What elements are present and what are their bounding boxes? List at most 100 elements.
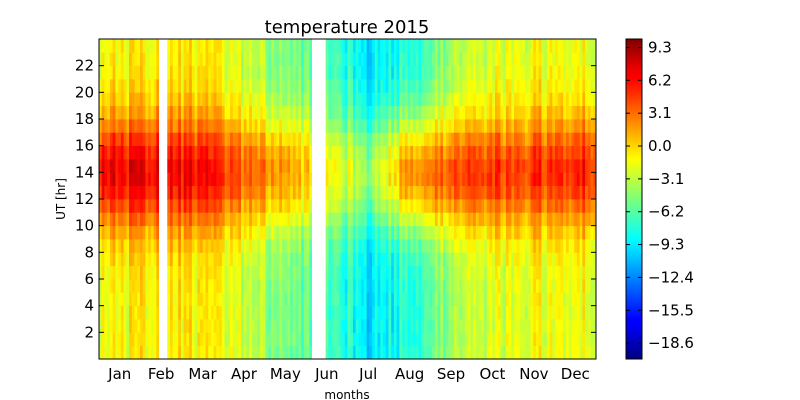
heatmap-cell [440,159,444,173]
heatmap-cell [429,79,433,93]
heatmap-cell [415,172,419,187]
heatmap-cell [544,65,548,80]
heatmap-cell [459,292,463,307]
heatmap-cell [560,199,564,213]
heatmap-cell [183,92,187,107]
heatmap-cell [104,332,108,347]
heatmap-cell [164,92,168,107]
heatmap-cell [448,92,452,107]
heatmap-cell [557,225,561,240]
heatmap-cell [399,39,403,53]
heatmap-cell [180,52,185,67]
heatmap-cell [527,265,531,280]
heatmap-cell [437,132,441,147]
heatmap-cell [232,65,236,80]
heatmap-cell [178,212,182,227]
heatmap-cell [358,92,362,107]
heatmap-cell [271,252,275,267]
heatmap-cell [415,52,419,67]
heatmap-cell [271,319,275,333]
heatmap-cell [467,332,471,347]
heatmap-cell [148,172,152,187]
heatmap-cell [579,172,583,187]
heatmap-cell [579,65,583,80]
heatmap-cell [423,132,428,147]
heatmap-cell [565,119,570,133]
heatmap-cell [131,119,135,133]
heatmap-cell [145,159,149,173]
heatmap-cell [535,305,540,320]
heatmap-cell [208,159,212,173]
heatmap-cell [290,292,294,307]
heatmap-cell [197,159,201,173]
heatmap-cell [344,52,348,67]
heatmap-cell [104,52,108,67]
heatmap-cell [342,185,346,200]
heatmap-cell [167,345,171,360]
heatmap-cell [363,92,368,107]
heatmap-cell [161,199,165,213]
heatmap-cell [292,279,297,293]
heatmap-cell [440,305,444,320]
heatmap-cell [331,79,335,93]
heatmap-cell [413,52,417,67]
heatmap-cell [197,212,201,227]
heatmap-cell [497,345,501,360]
heatmap-cell [150,265,155,280]
heatmap-cell [456,252,460,267]
heatmap-cell [339,52,343,67]
heatmap-cell [421,119,425,133]
heatmap-cell [489,39,493,53]
heatmap-cell [582,105,586,120]
colorbar-tick-label: −9.3 [648,236,684,254]
heatmap-cell [440,132,444,147]
heatmap-cell [579,199,583,213]
heatmap-cell [287,265,291,280]
heatmap-cell [301,119,305,133]
heatmap-cell [298,239,302,253]
heatmap-cell [251,239,256,253]
heatmap-cell [175,212,179,227]
heatmap-cell [156,332,160,347]
heatmap-cell [243,319,247,333]
heatmap-cell [301,265,305,280]
heatmap-cell [410,265,414,280]
heatmap-cell [492,145,496,160]
heatmap-cell [246,332,250,347]
heatmap-cell [423,265,428,280]
heatmap-cell [519,319,523,333]
heatmap-cell [148,159,152,173]
heatmap-cell [142,172,146,187]
colorbar-tick-label: −18.6 [648,334,694,352]
heatmap-cell [268,185,272,200]
heatmap-cell [328,332,332,347]
heatmap-cell [107,105,111,120]
heatmap-cell [514,319,518,333]
heatmap-cell [503,345,507,360]
heatmap-cell [159,212,163,227]
heatmap-cell [350,39,354,53]
heatmap-cell [544,132,548,147]
heatmap-cell [475,305,479,320]
heatmap-cell [309,132,313,147]
heatmap-cell [243,39,247,53]
heatmap-cell [99,39,103,53]
heatmap-cell [107,239,111,253]
heatmap-cell [508,79,512,93]
heatmap-cell [309,65,313,80]
heatmap-cell [445,265,449,280]
heatmap-cell [549,345,553,360]
heatmap-cell [497,225,501,240]
heatmap-cell [462,79,466,93]
heatmap-cell [481,332,485,347]
heatmap-cell [565,319,570,333]
heatmap-cell [170,65,174,80]
heatmap-cell [322,185,327,200]
heatmap-cell [525,252,529,267]
heatmap-cell [380,292,384,307]
heatmap-cell [533,52,537,67]
heatmap-cell [535,345,540,360]
heatmap-cell [355,172,359,187]
heatmap-cell [500,172,504,187]
heatmap-cell [423,239,428,253]
